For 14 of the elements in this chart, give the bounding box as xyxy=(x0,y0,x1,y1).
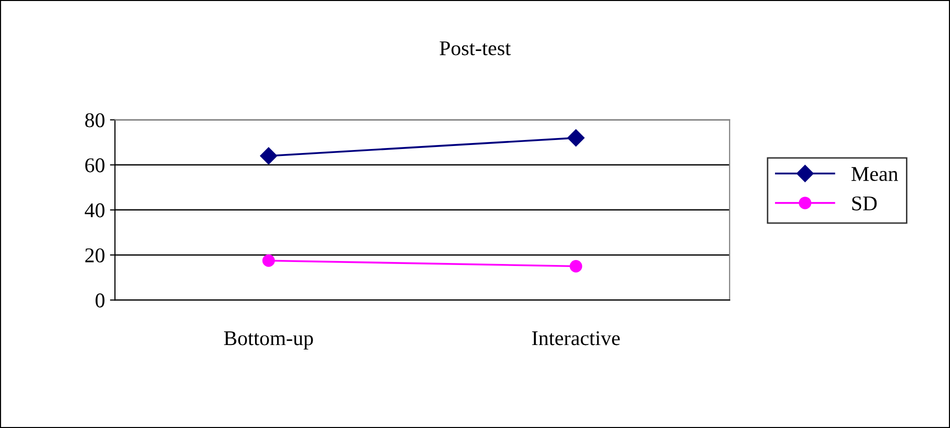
y-tick-label: 0 xyxy=(96,293,104,308)
y-tick-label: 40 xyxy=(84,203,104,218)
point xyxy=(567,129,584,146)
point xyxy=(262,254,275,267)
legend-label: SD xyxy=(852,196,877,210)
y-tick-label: 60 xyxy=(85,158,104,172)
y-tick-label: 80 xyxy=(85,113,104,128)
x-tick-label: Bottom-up xyxy=(224,331,313,350)
legend-label: Mean xyxy=(852,167,898,182)
point xyxy=(260,147,278,164)
x-tick-label: Interactive xyxy=(532,331,620,346)
chart-title: Post-test xyxy=(440,41,511,56)
y-tick-label: 20 xyxy=(85,248,104,262)
point xyxy=(570,260,582,272)
